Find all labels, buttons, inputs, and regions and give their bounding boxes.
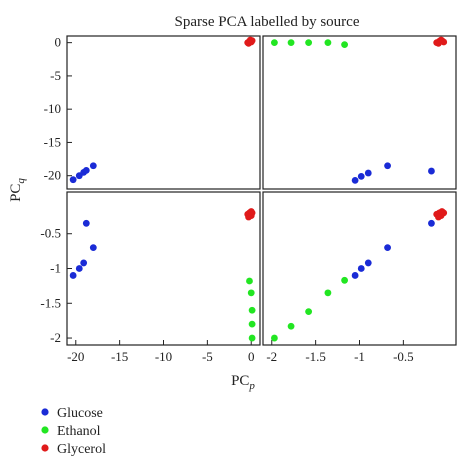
panel-frame-top-right xyxy=(262,35,457,190)
panel-bottom-left: -0.5 -1 -1.5 -2 -20 -15 -10 -5 0 xyxy=(40,191,261,364)
y-tick-label: -5 xyxy=(50,68,61,83)
x-tick-label: 0 xyxy=(248,349,255,364)
data-point-glucose xyxy=(364,169,372,177)
data-point-ethanol xyxy=(324,289,332,297)
panel-top-right xyxy=(262,35,457,190)
data-point-glucose xyxy=(89,244,97,252)
x-tick-label: -10 xyxy=(155,349,172,364)
panel-frame-bottom-left xyxy=(66,191,261,346)
y-tick-label: 0 xyxy=(55,35,62,50)
data-point-ethanol xyxy=(248,306,256,314)
panel-bottom-right: -2 -1.5 -1 -0.5 xyxy=(262,191,457,364)
x-tick-label: -0.5 xyxy=(393,349,414,364)
x-axis-title-sub: p xyxy=(248,380,255,392)
data-point-glucose xyxy=(75,265,83,272)
x-tick-label: -2 xyxy=(266,349,277,364)
data-point-ethanol xyxy=(287,39,295,47)
data-point-glucose xyxy=(69,272,77,279)
svg-text:PCp: PCp xyxy=(231,373,255,392)
data-point-glucose xyxy=(82,166,90,174)
data-point-glucose xyxy=(384,244,391,252)
data-point-ethanol xyxy=(287,322,295,330)
data-point-glucose xyxy=(357,172,365,180)
data-point-glycerol xyxy=(245,213,252,221)
x-tick-label: -1.5 xyxy=(305,349,326,364)
y-tick-label: -1 xyxy=(50,261,61,276)
x-tick-label: -15 xyxy=(111,349,128,364)
legend-label-glycerol: Glycerol xyxy=(57,442,106,457)
legend-label-glucose: Glucose xyxy=(57,406,103,421)
y-tick-label: -15 xyxy=(44,134,61,149)
panel-top-left: 0 -5 -10 -15 -20 xyxy=(44,35,261,190)
panels-layer: 0 -5 -10 -15 -20 -0.5 -1 -1.5 -2 -20 -15 -10 -5 0 -2 -1… xyxy=(40,35,457,364)
y-axis-title: PCq xyxy=(8,178,27,202)
x-axis-title-base: PC xyxy=(231,373,249,389)
data-point-ethanol xyxy=(246,277,253,285)
data-point-ethanol xyxy=(271,39,278,47)
x-axis-title: PCp xyxy=(231,373,255,392)
data-point-glucose xyxy=(351,176,359,184)
y-axis-title-sub: q xyxy=(15,178,27,184)
x-tick-label: -20 xyxy=(67,349,84,364)
svg-text:PCq: PCq xyxy=(8,178,27,202)
data-point-ethanol xyxy=(248,320,256,328)
data-point-ethanol xyxy=(248,334,256,342)
data-point-glucose xyxy=(80,259,88,267)
y-tick-label: -10 xyxy=(44,101,61,116)
panel-frame-top-left xyxy=(66,35,261,190)
data-point-glucose xyxy=(428,167,435,175)
y-tick-label: -2 xyxy=(50,330,61,345)
legend: Glucose Ethanol Glycerol xyxy=(41,406,106,457)
data-point-glycerol xyxy=(248,37,256,45)
data-point-glycerol xyxy=(435,213,442,221)
y-tick-label: -1.5 xyxy=(40,295,61,310)
y-tick-label: -0.5 xyxy=(40,226,61,241)
legend-marker-ethanol xyxy=(41,426,49,434)
data-point-ethanol xyxy=(341,41,348,49)
data-point-glycerol xyxy=(438,208,446,215)
legend-label-ethanol: Ethanol xyxy=(57,424,101,439)
chart-title: Sparse PCA labelled by source xyxy=(175,14,360,30)
data-point-glucose xyxy=(351,272,359,279)
data-point-glucose xyxy=(428,219,435,227)
data-point-glycerol xyxy=(247,208,255,215)
x-tick-label: -1 xyxy=(354,349,365,364)
data-point-ethanol xyxy=(324,39,332,47)
data-point-ethanol xyxy=(271,334,278,342)
legend-marker-glycerol xyxy=(41,444,49,452)
data-point-glucose xyxy=(364,259,372,267)
data-point-glucose xyxy=(89,162,97,170)
data-point-glucose xyxy=(82,219,90,227)
data-point-glucose xyxy=(357,265,365,272)
data-point-glucose xyxy=(69,176,77,184)
data-point-glucose xyxy=(384,162,391,170)
y-axis-title-base: PC xyxy=(8,184,24,202)
data-point-ethanol xyxy=(247,289,255,297)
y-tick-label: -20 xyxy=(44,168,61,183)
legend-marker-glucose xyxy=(41,408,49,416)
data-point-ethanol xyxy=(305,308,313,316)
data-point-ethanol xyxy=(305,39,313,47)
data-point-glycerol xyxy=(438,37,446,45)
x-tick-label: -5 xyxy=(202,349,213,364)
data-point-ethanol xyxy=(341,276,348,284)
